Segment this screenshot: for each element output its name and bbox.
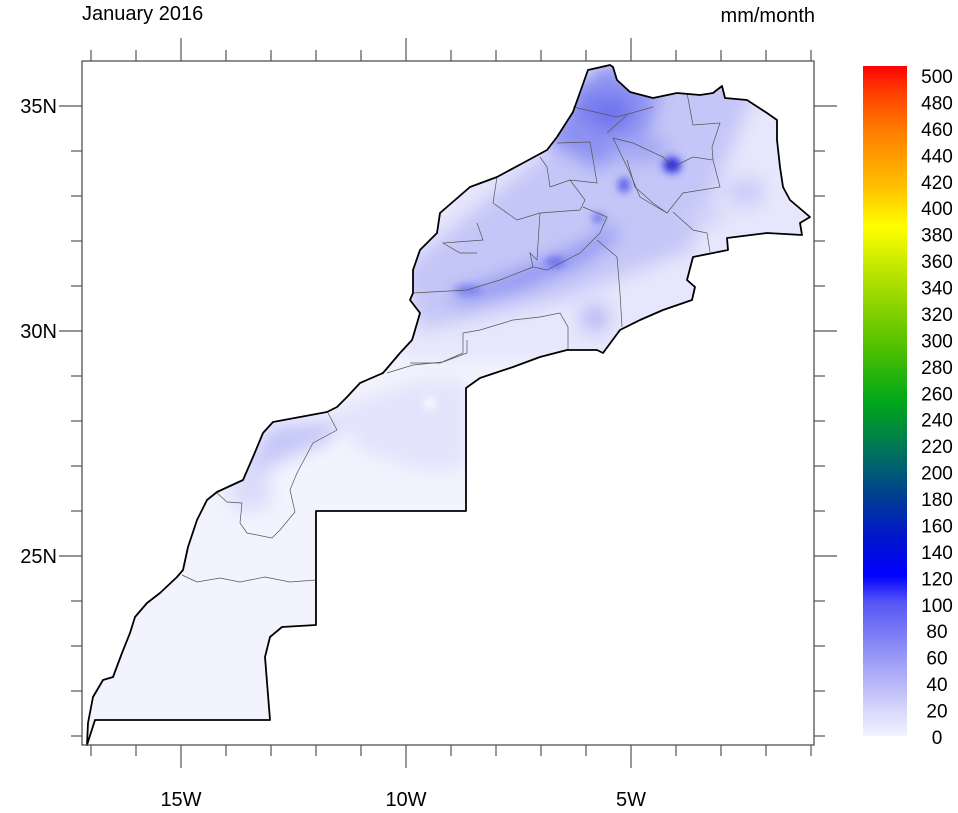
- colorbar-label: 340: [921, 279, 953, 300]
- colorbar: [863, 66, 907, 736]
- colorbar-label: 400: [921, 199, 953, 220]
- map-title: January 2016: [82, 3, 203, 25]
- colorbar-label: 440: [921, 146, 953, 167]
- lon-label: 10W: [385, 789, 426, 808]
- colorbar-label: 220: [921, 437, 953, 458]
- colorbar-label: 140: [921, 543, 953, 564]
- colorbar-label: 200: [921, 464, 953, 485]
- lat-label: 30N: [20, 321, 57, 343]
- colorbar-label: 260: [921, 384, 953, 405]
- colorbar-label: 240: [921, 411, 953, 432]
- colorbar-label: 100: [921, 596, 953, 617]
- colorbar-label: 300: [921, 331, 953, 352]
- map-frame: [81, 60, 815, 746]
- lon-label: 5W: [616, 789, 646, 808]
- region-boundaries: [181, 92, 721, 583]
- lat-label: 25N: [20, 546, 57, 568]
- units-label: mm/month: [721, 5, 815, 27]
- colorbar-label: 500: [921, 67, 953, 88]
- colorbar-label: 180: [921, 490, 953, 511]
- colorbar-label: 0: [932, 728, 943, 749]
- axis-labels: 15W 10W 5W 35N 30N 25N: [20, 96, 646, 811]
- colorbar-label: 360: [921, 252, 953, 273]
- colorbar-label: 40: [926, 675, 947, 696]
- precip-field: [87, 65, 810, 745]
- colorbar-label: 120: [921, 569, 953, 590]
- colorbar-label: 380: [921, 226, 953, 247]
- colorbar-labels: 0 20 40 60 80 100 120 140 160 180 200 220 240 260 280 3…: [921, 67, 953, 749]
- colorbar-label: 320: [921, 305, 953, 326]
- axis-ticks: [59, 38, 837, 768]
- colorbar-label: 60: [926, 649, 947, 670]
- colorbar-label: 80: [926, 622, 947, 643]
- colorbar-label: 420: [921, 173, 953, 194]
- lon-label: 15W: [160, 789, 201, 808]
- colorbar-label: 280: [921, 358, 953, 379]
- colorbar-label: 460: [921, 120, 953, 141]
- colorbar-label: 20: [926, 702, 947, 723]
- colorbar-label: 160: [921, 516, 953, 537]
- lat-label: 35N: [20, 96, 57, 118]
- colorbar-label: 480: [921, 93, 953, 114]
- country-outline: [86, 64, 811, 746]
